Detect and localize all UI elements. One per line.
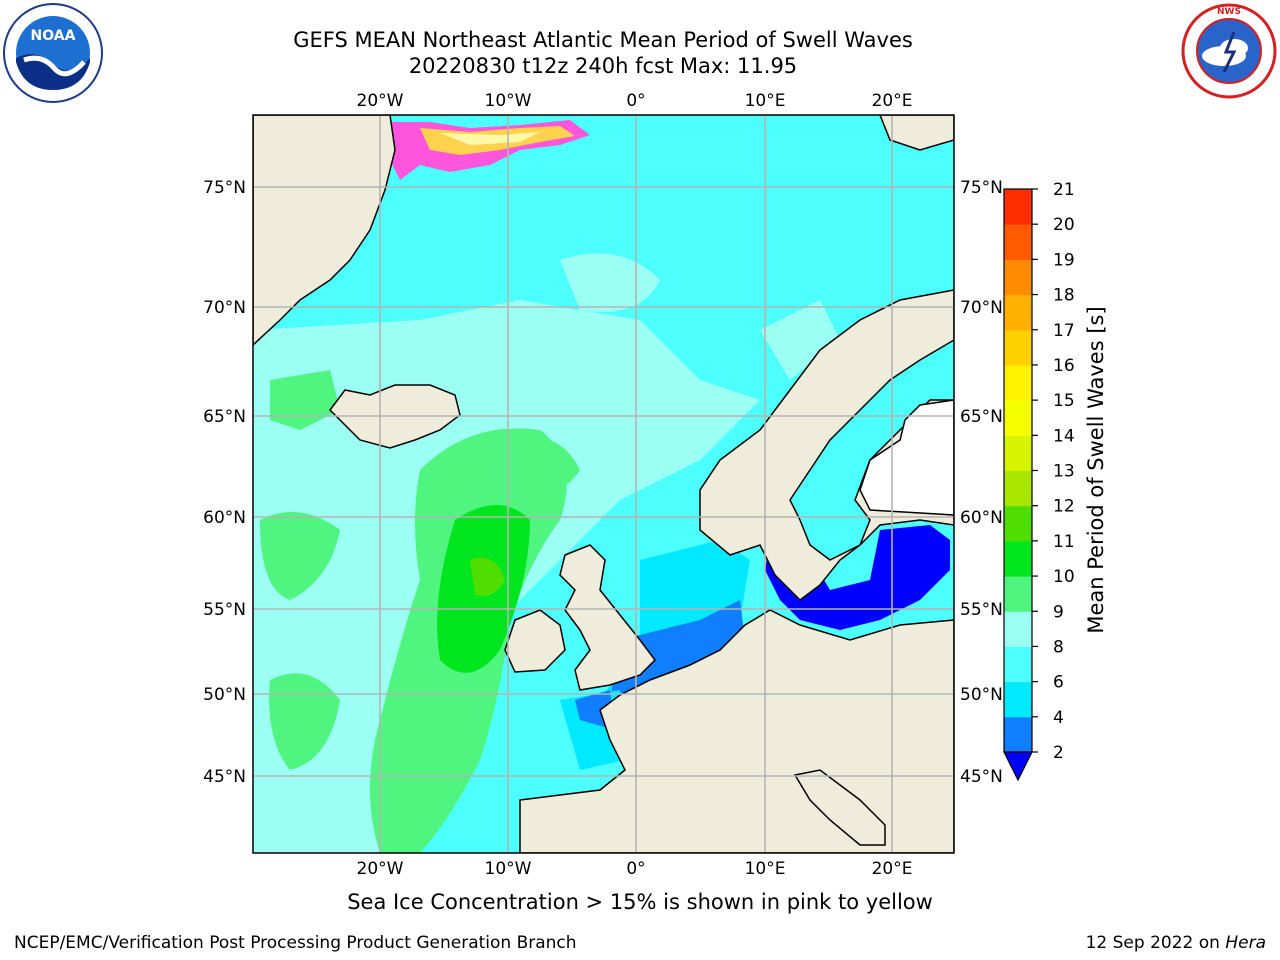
map-frame <box>252 114 955 854</box>
nws-logo: NWS <box>1181 3 1277 99</box>
colorbar-tick-label: 2 <box>1053 743 1064 763</box>
chart-subtitle: 20220830 t12z 240h fcst Max: 11.95 <box>408 54 798 78</box>
colorbar-tick-label: 20 <box>1053 215 1075 235</box>
landmasses <box>253 115 954 853</box>
lon-label: 20°W <box>357 859 404 879</box>
colorbar-segment <box>1004 576 1032 612</box>
colorbar-segment <box>1004 611 1032 647</box>
ireland <box>504 609 566 673</box>
colorbar-segment <box>1004 294 1032 331</box>
colorbar-segment <box>1004 400 1032 436</box>
lon-label: 10°E <box>745 91 786 111</box>
colorbar-segment <box>1004 646 1032 683</box>
greenland <box>253 115 396 347</box>
colorbar-tick-label: 21 <box>1053 180 1075 200</box>
lat-labels-left: 75°N 70°N 65°N 60°N 55°N 50°N 45°N <box>203 178 246 787</box>
colorbar-ticks: 2 4 6 8 9 10 11 12 13 14 15 16 17 18 19 20 21 <box>1032 180 1075 763</box>
lat-label: 50°N <box>960 685 1003 705</box>
colorbar-tick-label: 9 <box>1053 602 1064 622</box>
colorbar-segment <box>1004 716 1032 753</box>
lon-label: 0° <box>626 859 645 879</box>
colorbar-tick-label: 13 <box>1053 462 1075 482</box>
colorbar-segment <box>1004 259 1032 296</box>
lon-label: 10°E <box>745 859 786 879</box>
colorbar-tick-label: 17 <box>1053 321 1075 341</box>
colorbar-tick-label: 6 <box>1053 673 1064 693</box>
lat-label: 60°N <box>960 508 1003 528</box>
lon-label: 20°W <box>357 91 404 111</box>
colorbar-tick-label: 18 <box>1053 286 1075 306</box>
lat-label: 65°N <box>960 407 1003 427</box>
lat-label: 50°N <box>203 685 246 705</box>
lat-labels-right: 75°N 70°N 65°N 60°N 55°N 50°N 45°N <box>960 178 1003 787</box>
lat-label: 75°N <box>203 178 246 198</box>
colorbar-segment <box>1004 505 1032 542</box>
scandinavia <box>699 289 954 601</box>
svg-text:NOAA: NOAA <box>31 28 76 44</box>
noaa-logo: NOAA <box>3 3 103 103</box>
lat-label: 70°N <box>203 298 246 318</box>
chart-title: GEFS MEAN Northeast Atlantic Mean Period… <box>293 28 913 52</box>
lon-labels-top: 20°W 10°W 0° 10°E 20°E <box>357 91 913 111</box>
italy <box>793 769 886 846</box>
lon-label: 10°W <box>485 859 532 879</box>
footer-machine: Hera <box>1225 933 1266 953</box>
footer-date: 12 Sep 2022 on Hera <box>1086 933 1266 953</box>
sea-ice-note: Sea Ice Concentration > 15% is shown in … <box>347 890 933 914</box>
colorbar-tick-label: 15 <box>1053 391 1075 411</box>
colorbar-segment <box>1004 224 1032 260</box>
lat-label: 65°N <box>203 407 246 427</box>
lon-label: 20°E <box>872 91 913 111</box>
lon-labels-bottom: 20°W 10°W 0° 10°E 20°E <box>357 859 913 879</box>
colorbar-tick-label: 11 <box>1053 532 1075 552</box>
footer-date-text: 12 Sep 2022 on <box>1085 933 1220 953</box>
colorbar-under-arrow <box>1003 751 1033 782</box>
lon-label: 20°E <box>872 859 913 879</box>
footer-credit: NCEP/EMC/Verification Post Processing Pr… <box>14 933 577 953</box>
lat-label: 75°N <box>960 178 1003 198</box>
colorbar-segment <box>1004 435 1032 471</box>
colorbar-tick-label: 4 <box>1053 708 1064 728</box>
lat-label: 45°N <box>960 767 1003 787</box>
colorbar-tick-label: 10 <box>1053 567 1075 587</box>
gridlines <box>253 115 954 853</box>
colorbar-segments <box>1004 189 1032 753</box>
colorbar-segment <box>1004 329 1032 366</box>
colorbar-segment <box>1004 681 1032 718</box>
lat-label: 55°N <box>960 600 1003 620</box>
colorbar-tick-label: 14 <box>1053 426 1075 446</box>
colorbar-tick-label: 12 <box>1053 497 1075 517</box>
colorbar-tick-label: 8 <box>1053 637 1064 657</box>
colorbar-tick-label: 16 <box>1053 356 1075 376</box>
lat-label: 60°N <box>203 508 246 528</box>
lat-label: 45°N <box>203 767 246 787</box>
colorbar-segment <box>1004 189 1032 225</box>
colorbar-label: Mean Period of Swell Waves [s] <box>1084 306 1108 634</box>
colorbar-segment <box>1004 540 1032 577</box>
lon-label: 0° <box>626 91 645 111</box>
colorbar-tick-label: 19 <box>1053 250 1075 270</box>
lat-label: 55°N <box>203 600 246 620</box>
lat-label: 70°N <box>960 298 1003 318</box>
great-britain <box>559 544 656 691</box>
svg-text:NWS: NWS <box>1217 7 1241 17</box>
svalbard <box>879 115 954 151</box>
colorbar-segment <box>1004 470 1032 507</box>
colorbar-segment <box>1004 364 1032 401</box>
gulf-of-bothnia-ice-free <box>859 399 954 516</box>
lon-label: 10°W <box>485 91 532 111</box>
